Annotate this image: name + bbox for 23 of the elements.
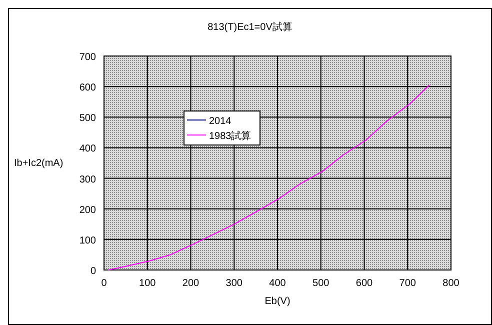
x-tick-label: 100 (139, 278, 156, 289)
y-tick-label: 300 (79, 174, 96, 186)
y-axis-title: Ib+Ic2(mA) (14, 158, 64, 169)
x-tick-label: 500 (312, 278, 330, 289)
line-series (108, 84, 430, 270)
y-tick-label: 200 (79, 204, 96, 216)
y-tick-label: 700 (79, 52, 96, 63)
x-tick-label: 600 (356, 278, 374, 289)
x-tick-label: 0 (101, 278, 108, 289)
x-tick-label: 800 (442, 278, 460, 289)
chart-title: 813(T)Ec1=0V試算 (208, 21, 292, 33)
x-tick-label: 200 (182, 278, 200, 289)
y-tick-label: 100 (79, 235, 96, 246)
y-tick-label: 500 (79, 113, 96, 124)
y-tick-label: 600 (79, 82, 96, 94)
x-tick-label: 300 (226, 278, 243, 289)
y-tick-label: 400 (79, 144, 96, 155)
legend-label: 2014 (209, 116, 232, 127)
x-axis-title: Eb(V) (264, 296, 290, 307)
x-tick-label: 700 (399, 278, 416, 289)
x-tick-label: 400 (269, 278, 286, 289)
legend-label: 1983試算 (209, 130, 252, 142)
y-tick-label: 0 (90, 266, 96, 277)
